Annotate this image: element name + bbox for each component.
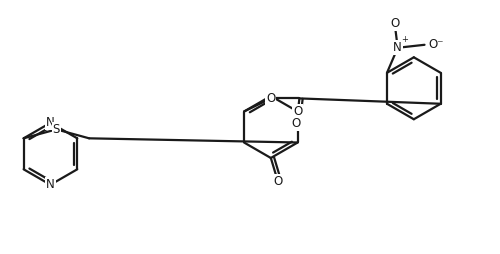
Text: O: O — [266, 92, 276, 105]
Text: O: O — [293, 105, 302, 118]
Text: S: S — [52, 123, 60, 136]
Text: N: N — [46, 178, 55, 191]
Text: O: O — [390, 18, 400, 30]
Text: O: O — [292, 117, 301, 130]
Text: N: N — [46, 116, 55, 129]
Text: N: N — [394, 41, 402, 54]
Text: O: O — [274, 175, 282, 188]
Text: +: + — [401, 35, 407, 44]
Text: O⁻: O⁻ — [428, 38, 444, 51]
